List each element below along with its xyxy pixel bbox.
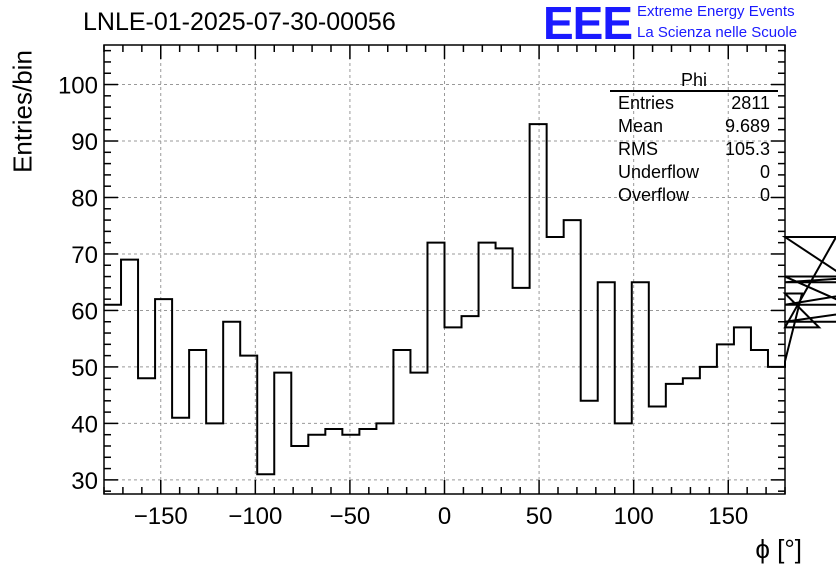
y-tick-label: 50 [71, 355, 98, 382]
grid-lines [104, 45, 785, 494]
x-tick-label: 100 [614, 503, 654, 530]
stats-row-mean: Mean 9.689 [610, 115, 778, 138]
stats-label: Mean [618, 116, 664, 136]
x-axis-label: ϕ [°] [755, 534, 802, 564]
logo-line-1: Extreme Energy Events [637, 3, 795, 20]
stats-value: 105.3 [724, 139, 770, 159]
stats-value: 2811 [731, 93, 770, 113]
x-tick-label: −100 [228, 503, 282, 530]
stats-label: Entries [618, 93, 675, 113]
stats-row-rms: RMS 105.3 [610, 138, 778, 161]
x-tick-label: −150 [134, 503, 188, 530]
stats-label: Overflow [618, 185, 690, 205]
stats-label: RMS [618, 139, 658, 159]
y-tick-label: 90 [71, 129, 98, 156]
y-tick-label: 100 [58, 73, 98, 100]
x-tick-label: −50 [330, 503, 371, 530]
stats-row-overflow: Overflow 0 [610, 184, 778, 207]
y-tick-label: 60 [71, 298, 98, 325]
x-tick-label: 50 [526, 503, 553, 530]
stats-row-entries: Entries 2811 [610, 92, 778, 115]
plot-frame [103, 44, 786, 495]
stats-value: 0 [759, 162, 770, 182]
eee-logo: EEE [543, 0, 633, 49]
stats-title: Phi [610, 70, 778, 92]
x-tick-label: 0 [438, 503, 451, 530]
tick-labels: −150 −100 −50 0 50 100 150 30 40 50 60 70 80 90 100 [58, 73, 748, 530]
y-tick-label: 30 [71, 468, 98, 495]
y-tick-label: 70 [71, 242, 98, 269]
stats-label: Underflow [618, 162, 700, 182]
logo-line-2: La Scienza nelle Scuole [637, 24, 798, 41]
chart-title: LNLE-01-2025-07-30-00056 [83, 8, 396, 36]
stats-value: 9.689 [724, 116, 770, 136]
x-tick-label: 150 [708, 503, 748, 530]
y-tick-label: 80 [71, 185, 98, 212]
stats-box: Phi Entries 2811 Mean 9.689 RMS 105.3 Un… [610, 70, 778, 207]
axis-ticks [103, 45, 786, 494]
stats-row-underflow: Underflow 0 [610, 161, 778, 184]
y-axis-label: Entries/bin [7, 50, 38, 173]
stats-value: 0 [759, 185, 770, 205]
y-tick-label: 40 [71, 411, 98, 438]
